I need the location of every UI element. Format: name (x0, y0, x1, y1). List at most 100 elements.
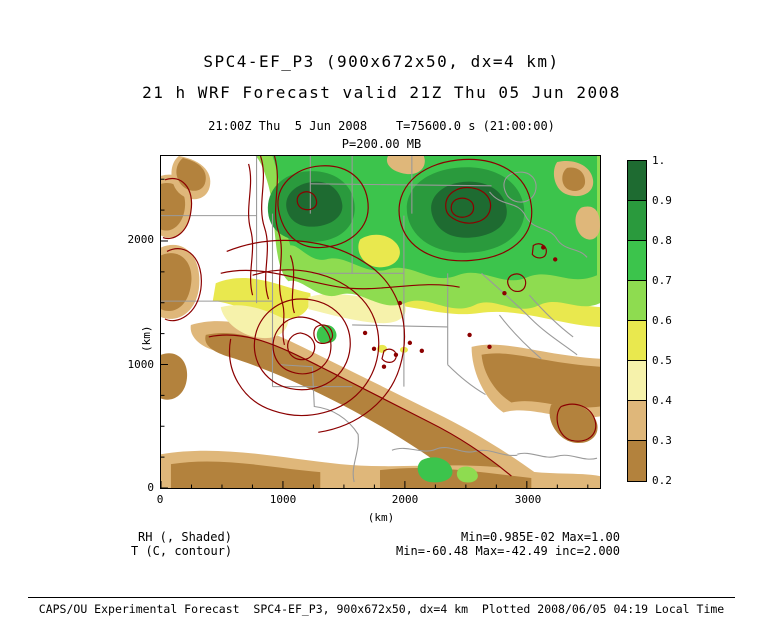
y-tick-label-2000: 2000 (127, 233, 155, 246)
temperature-contour-path (289, 255, 295, 314)
temperature-contour-path (287, 332, 316, 361)
y-tick-label-0: 0 (147, 481, 154, 494)
rh-shading-path (316, 324, 337, 344)
title-line-2: 21 h WRF Forecast valid 21Z Thu 05 Jun 2… (142, 83, 621, 102)
colorbar-cell (628, 361, 646, 401)
temperature-contour-path (248, 163, 254, 296)
legend-contour-field: T (C, contour) (131, 544, 233, 558)
speck-dot (467, 332, 472, 338)
map-svg (161, 156, 600, 488)
y-tick-label-1000: 1000 (127, 358, 155, 371)
x-tick-label-0: 0 (156, 493, 164, 506)
state-border-path (352, 324, 448, 328)
footer-divider (28, 597, 735, 598)
colorbar-label: 0.9 (652, 194, 672, 207)
temperature-contour-path (162, 177, 193, 240)
temperature-contour-path (507, 273, 527, 293)
rh-shading-path (161, 253, 192, 311)
speck-dot (487, 344, 492, 350)
x-tick-label-1000: 1000 (269, 493, 297, 506)
colorbar-cell (628, 201, 646, 241)
state-border-path (503, 171, 537, 203)
temperature-contour-path (220, 269, 460, 290)
rh-shading-path (380, 467, 532, 488)
temperature-contour-path (445, 186, 492, 224)
rh-shading-path (562, 167, 586, 191)
colorbar (627, 160, 647, 482)
temperature-contour-path (313, 324, 334, 344)
speck-dot (393, 352, 399, 357)
temperature-contour-path (296, 191, 318, 211)
valid-time-line: 21:00Z Thu 5 Jun 2008 T=75600.0 s (21:00… (208, 119, 555, 133)
rh-shading-path (212, 278, 311, 319)
speck-dot (397, 300, 403, 306)
colorbar-cell (628, 161, 646, 201)
rh-shading-path (286, 181, 343, 227)
temperature-contour-path (450, 197, 475, 218)
rh-shading-path (417, 457, 453, 483)
state-border-path (489, 191, 588, 258)
speck-dot (362, 330, 368, 336)
temperature-contour-path (531, 243, 547, 259)
speck-dot (553, 257, 558, 262)
footer-text: CAPS/OU Experimental Forecast SPC4-EF_P3… (38, 602, 725, 616)
temperature-contour-path (273, 156, 286, 346)
state-border-path (528, 294, 574, 338)
legend-shaded-field: RH (, Shaded) (138, 530, 232, 544)
state-border-path (499, 314, 542, 360)
colorbar-cell (628, 441, 646, 481)
rh-shading-path (161, 353, 188, 400)
colorbar-cell (628, 281, 646, 321)
colorbar-cell (628, 241, 646, 281)
colorbar-labels: 1. 0.9 0.8 0.7 0.6 0.5 0.4 0.3 0.2 (652, 154, 696, 487)
contour-field-stats: Min=-60.48 Max=-42.49 inc=2.000 (396, 544, 620, 558)
temperature-contour-path (259, 156, 270, 300)
speck-dot (381, 364, 387, 369)
temperature-contour-path (253, 298, 351, 391)
temperature-contour-path (556, 403, 597, 442)
colorbar-label: 0.8 (652, 234, 672, 247)
colorbar-label: 0.3 (652, 434, 672, 447)
state-borders-layer (161, 156, 598, 483)
x-tick-label-2000: 2000 (391, 493, 419, 506)
colorbar-cell (628, 321, 646, 361)
temperature-contour-path (277, 165, 369, 249)
speck-dot (502, 290, 507, 296)
rh-shading-path (481, 353, 600, 408)
x-axis-label: (km) (367, 511, 395, 524)
rh-shading-path (575, 206, 600, 240)
temperature-contour-path (208, 334, 512, 477)
speck-dot (407, 340, 413, 346)
state-border-path (391, 447, 518, 456)
rh-shading-path (205, 332, 510, 488)
temperature-contour-path (228, 269, 380, 417)
colorbar-label: 0.5 (652, 354, 672, 367)
colorbar-label: 0.4 (652, 394, 672, 407)
y-axis-label: (km) (140, 325, 153, 353)
state-border-path (481, 272, 578, 356)
temperature-contour-path (381, 348, 397, 363)
colorbar-label: 0.7 (652, 274, 672, 287)
title-line-1: SPC4-EF_P3 (900x672x50, dx=4 km) (203, 52, 560, 71)
temperature-contours-layer (162, 156, 597, 477)
state-border-path (517, 452, 598, 460)
rh-shading-path (358, 234, 400, 268)
colorbar-label: 0.6 (652, 314, 672, 327)
rh-shading-path (431, 181, 507, 238)
speck-dot (419, 348, 425, 354)
shaded-field-stats: Min=0.985E-02 Max=1.00 (461, 530, 620, 544)
specks-layer (362, 245, 558, 369)
speck-dot (371, 346, 377, 352)
state-border-path (280, 364, 359, 483)
colorbar-cell (628, 401, 646, 441)
temperature-contour-path (226, 239, 406, 433)
rh-shading-layer (161, 156, 600, 488)
temperature-contour-path (164, 248, 202, 322)
rh-shading-path (386, 156, 425, 175)
axis-ticks-layer (161, 178, 589, 488)
rh-shading-path (161, 182, 186, 231)
state-border-path (310, 183, 492, 187)
state-border-path (447, 364, 486, 396)
pressure-level-line: P=200.00 MB (341, 137, 422, 151)
